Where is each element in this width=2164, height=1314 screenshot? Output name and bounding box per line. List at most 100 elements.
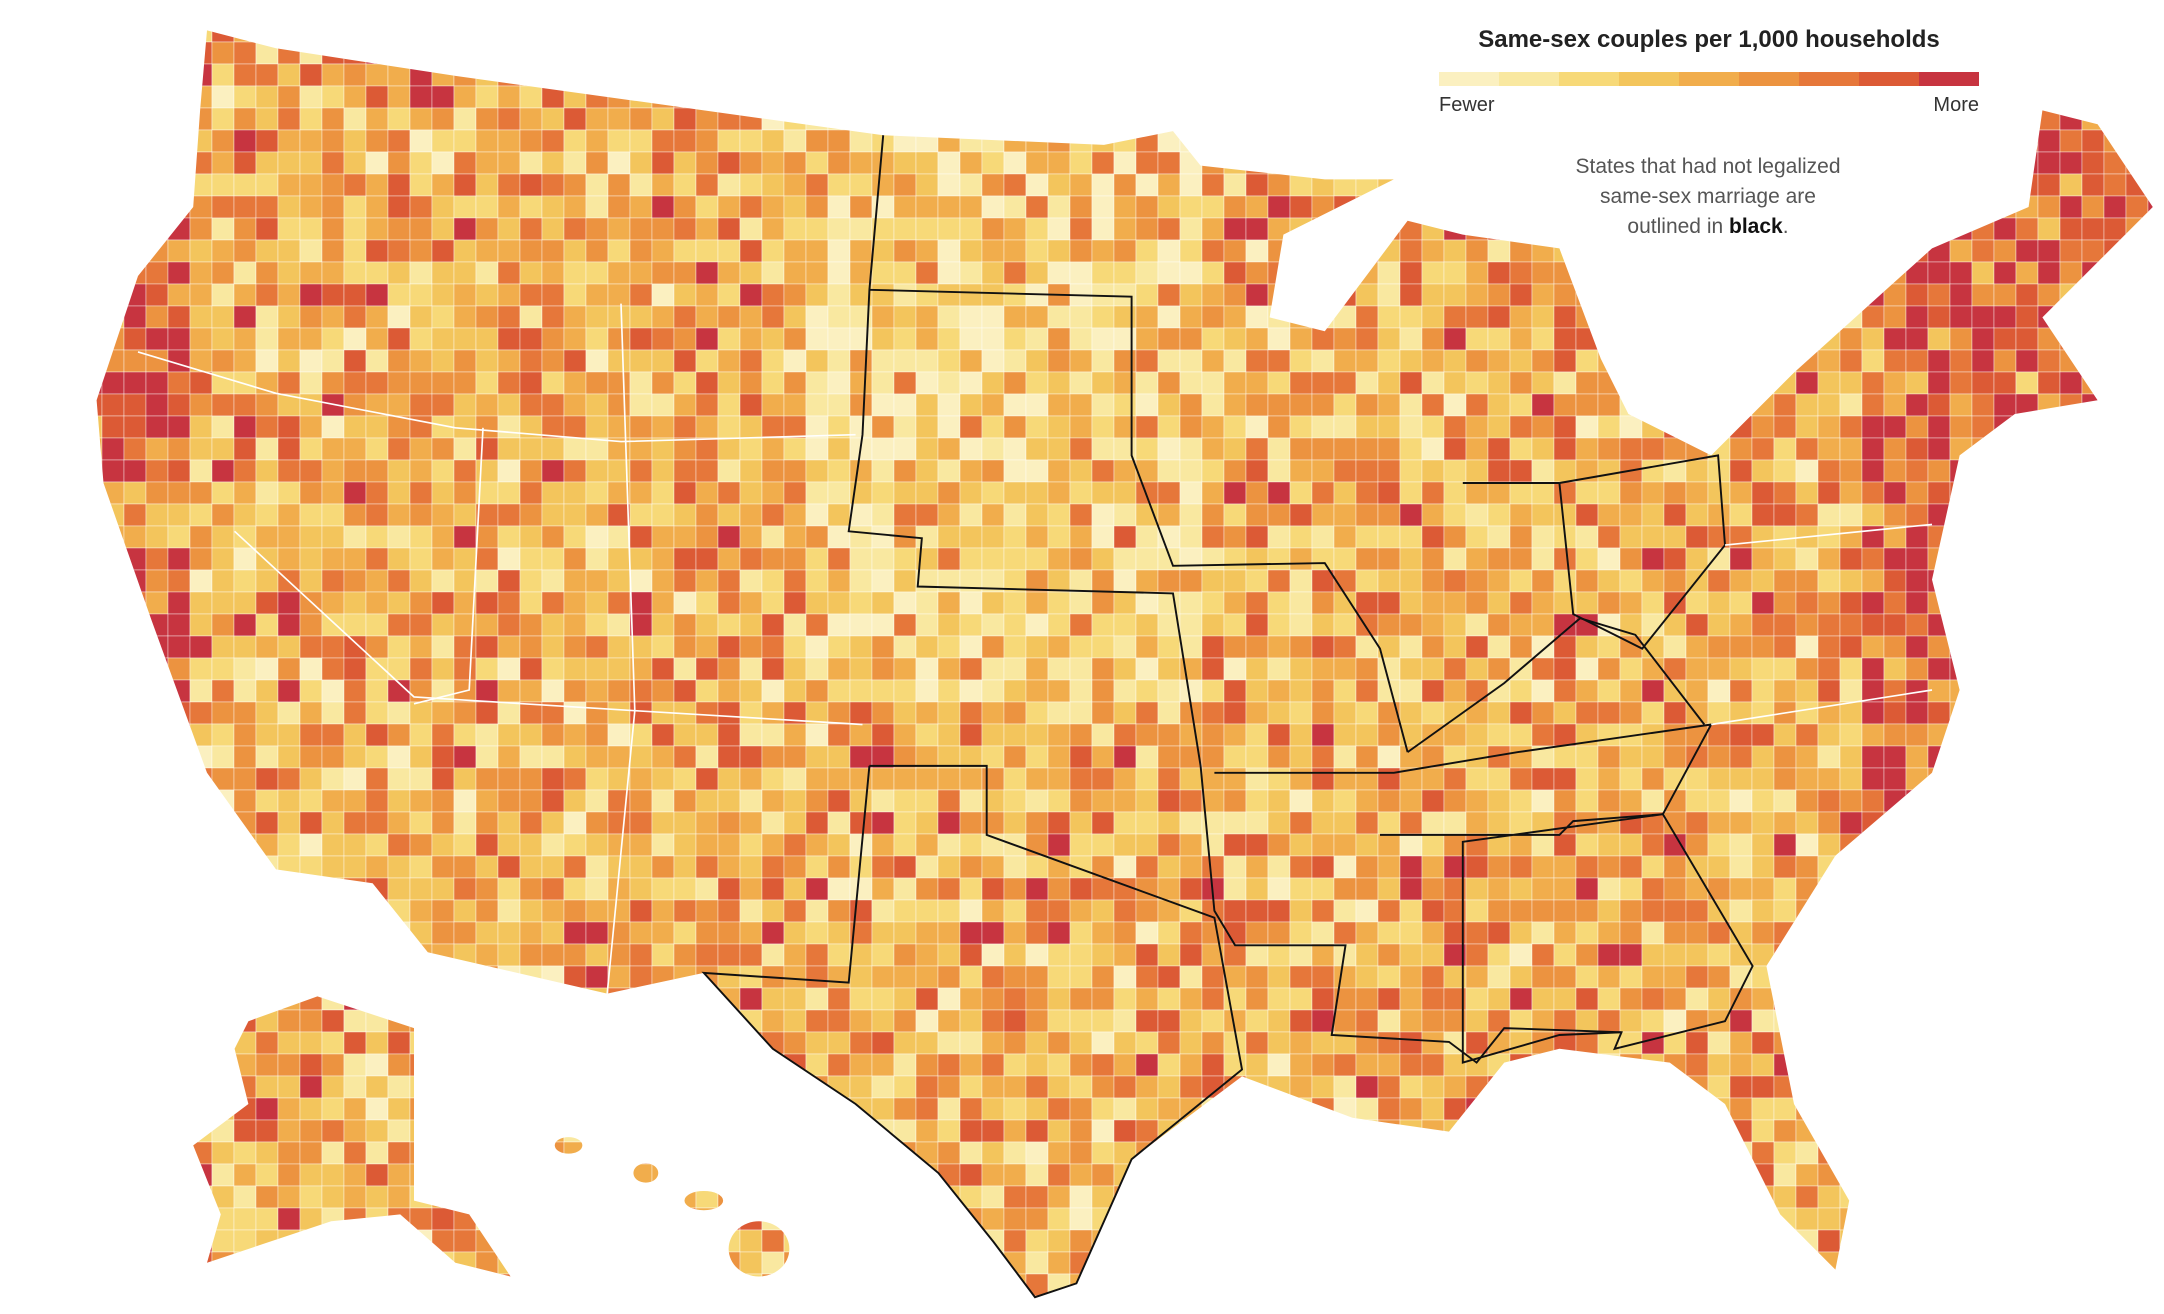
county-tile xyxy=(1817,723,1841,747)
county-tile xyxy=(1091,41,1115,65)
county-tile xyxy=(409,503,433,527)
county-tile xyxy=(233,921,257,945)
county-tile xyxy=(2125,547,2149,571)
county-tile xyxy=(1465,151,1489,175)
county-tile xyxy=(1993,701,2017,725)
county-tile xyxy=(1685,305,1709,329)
county-tile xyxy=(233,1163,257,1187)
county-tile xyxy=(1729,899,1753,923)
county-tile xyxy=(1487,305,1511,329)
county-tile xyxy=(1905,525,1929,549)
county-tile xyxy=(1883,899,1907,923)
county-tile xyxy=(607,195,631,219)
county-tile xyxy=(1201,503,1225,527)
county-tile xyxy=(1289,239,1313,263)
county-tile xyxy=(1487,943,1511,967)
county-tile xyxy=(1575,327,1599,351)
county-tile xyxy=(563,613,587,637)
county-tile xyxy=(1839,679,1863,703)
county-tile xyxy=(1047,63,1071,87)
county-tile xyxy=(1377,943,1401,967)
county-tile xyxy=(827,833,851,857)
county-tile xyxy=(255,965,279,989)
county-tile xyxy=(1575,239,1599,263)
county-tile xyxy=(1663,1097,1687,1121)
county-tile xyxy=(409,767,433,791)
county-tile xyxy=(2015,811,2039,835)
county-tile xyxy=(1817,987,1841,1011)
county-tile xyxy=(2015,283,2039,307)
county-tile xyxy=(321,789,345,813)
county-tile xyxy=(2081,195,2105,219)
county-tile xyxy=(981,1075,1005,1099)
county-tile xyxy=(1355,63,1379,87)
county-tile xyxy=(607,151,631,175)
county-tile xyxy=(2037,547,2061,571)
county-tile xyxy=(2081,613,2105,637)
county-tile xyxy=(453,1075,477,1099)
county-tile xyxy=(1333,349,1357,373)
county-tile xyxy=(2015,921,2039,945)
county-tile xyxy=(1399,987,1423,1011)
county-tile xyxy=(981,261,1005,285)
county-tile xyxy=(299,899,323,923)
county-tile xyxy=(673,943,697,967)
county-tile xyxy=(1377,503,1401,527)
county-tile xyxy=(827,459,851,483)
county-tile xyxy=(497,85,521,109)
county-tile xyxy=(2015,679,2039,703)
county-tile xyxy=(695,943,719,967)
county-tile xyxy=(1861,877,1885,901)
county-tile xyxy=(1861,239,1885,263)
county-tile xyxy=(1025,1119,1049,1143)
county-tile xyxy=(1487,371,1511,395)
county-tile xyxy=(2081,745,2105,769)
county-tile xyxy=(2103,415,2127,439)
county-tile xyxy=(321,745,345,769)
county-tile xyxy=(321,1097,345,1121)
county-tile xyxy=(96,217,103,241)
county-tile xyxy=(1025,30,1049,43)
county-tile xyxy=(871,481,895,505)
county-tile xyxy=(453,987,477,1011)
county-tile xyxy=(849,1141,873,1165)
county-tile xyxy=(2147,107,2153,131)
county-tile xyxy=(2147,305,2153,329)
county-tile xyxy=(1267,525,1291,549)
county-tile xyxy=(1927,1119,1951,1143)
county-tile xyxy=(1399,30,1423,43)
county-tile xyxy=(1311,129,1335,153)
county-tile xyxy=(277,63,301,87)
county-tile xyxy=(1685,657,1709,681)
county-tile xyxy=(167,877,191,901)
county-tile xyxy=(1201,129,1225,153)
county-tile xyxy=(805,745,829,769)
county-tile xyxy=(475,745,499,769)
county-tile xyxy=(915,30,939,43)
county-tile xyxy=(1817,591,1841,615)
county-tile xyxy=(233,1097,257,1121)
county-tile xyxy=(871,30,895,43)
county-tile xyxy=(1399,1031,1423,1055)
county-tile xyxy=(189,965,213,989)
county-tile xyxy=(299,107,323,131)
county-tile xyxy=(1597,943,1621,967)
county-tile xyxy=(1773,569,1797,593)
county-tile xyxy=(2037,657,2061,681)
county-tile xyxy=(1553,679,1577,703)
county-tile xyxy=(2059,415,2083,439)
county-tile xyxy=(365,30,389,43)
county-tile xyxy=(1993,811,2017,835)
county-tile xyxy=(167,943,191,967)
county-tile xyxy=(1311,107,1335,131)
county-tile xyxy=(805,173,829,197)
county-tile xyxy=(431,547,455,571)
county-tile xyxy=(1289,899,1313,923)
county-tile xyxy=(189,327,213,351)
county-tile xyxy=(1729,327,1753,351)
county-tile xyxy=(2059,173,2083,197)
county-tile xyxy=(2103,965,2127,989)
county-tile xyxy=(1399,1075,1423,1099)
county-tile xyxy=(585,1075,609,1099)
county-tile xyxy=(1839,1097,1863,1121)
